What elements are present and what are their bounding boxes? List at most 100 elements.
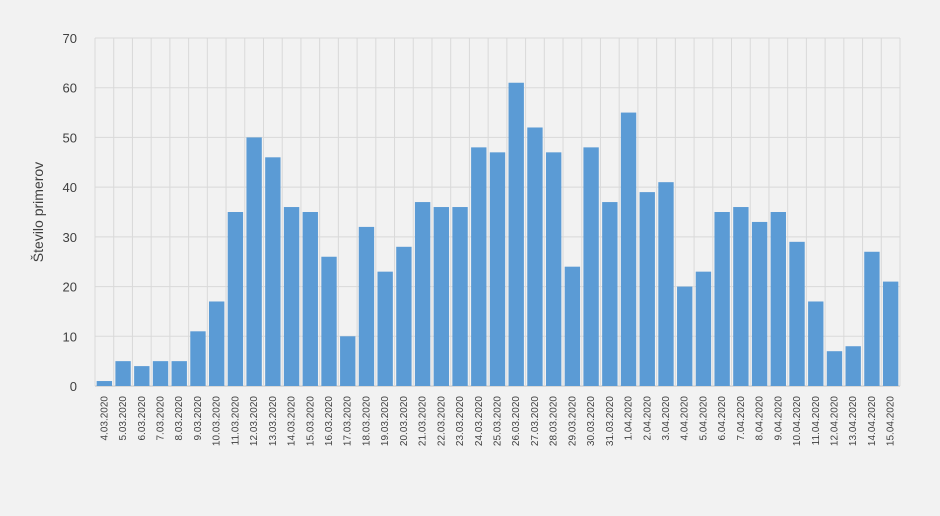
bar <box>733 207 749 386</box>
x-tick-label: 9.04.2020 <box>773 396 784 441</box>
x-tick-label: 4.04.2020 <box>680 396 691 441</box>
bar <box>171 361 187 386</box>
x-tick-label: 10.03.2020 <box>212 396 223 446</box>
y-tick-label: 40 <box>63 180 77 195</box>
x-tick-label: 12.04.2020 <box>829 396 840 446</box>
x-tick-label: 14.03.2020 <box>287 396 298 446</box>
x-tick-label: 1.04.2020 <box>624 396 635 441</box>
x-tick-label: 12.03.2020 <box>249 396 260 446</box>
bar <box>396 246 412 386</box>
bar <box>882 281 899 386</box>
bar <box>358 226 375 386</box>
bar <box>377 271 393 386</box>
x-tick-label: 11.03.2020 <box>230 396 241 446</box>
bar <box>808 301 824 386</box>
grid-lines <box>94 37 901 387</box>
bar <box>414 202 431 386</box>
x-tick-label: 18.03.2020 <box>361 396 372 446</box>
bar <box>545 152 562 386</box>
bar <box>265 157 281 386</box>
x-tick-label: 2.04.2020 <box>642 396 653 441</box>
y-tick-label: 50 <box>63 130 77 145</box>
bar <box>751 221 768 386</box>
x-tick-label: 20.03.2020 <box>399 396 410 446</box>
y-tick-label: 30 <box>63 230 77 245</box>
bar <box>227 212 244 386</box>
bar <box>864 251 880 386</box>
x-tick-label: 25.03.2020 <box>493 396 504 446</box>
bar <box>283 207 300 386</box>
bar <box>564 266 581 386</box>
bar <box>209 301 225 386</box>
bar <box>845 346 861 386</box>
bar <box>639 192 655 386</box>
bar <box>433 207 450 386</box>
x-tick-label: 24.03.2020 <box>474 396 485 446</box>
bar <box>677 286 693 386</box>
x-tick-label: 9.03.2020 <box>193 396 204 441</box>
x-tick-label: 23.03.2020 <box>455 396 466 446</box>
x-tick-label: 28.03.2020 <box>549 396 560 446</box>
bar <box>452 207 468 386</box>
x-tick-label: 15.03.2020 <box>305 396 316 446</box>
bar <box>583 147 599 386</box>
y-tick-label: 20 <box>63 280 77 295</box>
bar <box>508 82 524 386</box>
bar <box>620 112 637 387</box>
x-tick-label: 13.03.2020 <box>268 396 279 446</box>
x-tick-label: 8.04.2020 <box>755 396 766 441</box>
bar <box>471 147 487 386</box>
x-tick-label: 26.03.2020 <box>511 396 522 446</box>
x-tick-label: 14.04.2020 <box>867 396 878 446</box>
bar <box>489 152 506 386</box>
bar <box>826 351 843 386</box>
bar <box>770 212 786 386</box>
bar <box>714 212 730 386</box>
x-tick-label: 7.04.2020 <box>736 396 747 441</box>
x-tick-label: 11.04.2020 <box>811 396 822 446</box>
bar <box>115 361 131 386</box>
x-tick-label: 30.03.2020 <box>586 396 597 446</box>
x-tick-label: 5.03.2020 <box>118 396 129 441</box>
x-tick-label: 22.03.2020 <box>436 396 447 446</box>
y-tick-label: 60 <box>63 81 77 96</box>
x-tick-labels: 4.03.2020 5.03.2020 6.03.2020 7.03.2020 8.03… <box>99 396 896 446</box>
x-tick-label: 27.03.2020 <box>530 396 541 446</box>
bars <box>96 82 899 387</box>
x-tick-label: 17.03.2020 <box>343 396 354 446</box>
bar <box>695 271 712 386</box>
x-tick-label: 13.04.2020 <box>848 396 859 446</box>
x-tick-label: 15.04.2020 <box>886 396 897 446</box>
bar <box>321 256 337 386</box>
x-tick-label: 19.03.2020 <box>380 396 391 446</box>
x-tick-label: 6.03.2020 <box>137 396 148 441</box>
x-tick-label: 31.03.2020 <box>605 396 616 446</box>
x-tick-label: 5.04.2020 <box>698 396 709 441</box>
y-tick-label: 70 <box>63 31 77 46</box>
bar <box>302 212 318 386</box>
bar <box>340 336 356 386</box>
bar <box>96 381 113 386</box>
x-tick-label: 3.04.2020 <box>661 396 672 441</box>
bar <box>152 361 169 386</box>
bar <box>602 202 618 386</box>
bar <box>190 331 206 386</box>
x-tick-label: 10.04.2020 <box>792 396 803 446</box>
x-tick-label: 21.03.2020 <box>418 396 429 446</box>
x-tick-label: 16.03.2020 <box>324 396 335 446</box>
y-axis-label: Število primerov <box>30 162 46 262</box>
x-tick-label: 6.04.2020 <box>717 396 728 441</box>
y-tick-label: 10 <box>63 329 77 344</box>
x-tick-label: 4.03.2020 <box>99 396 110 441</box>
bar <box>134 366 150 386</box>
y-tick-label: 0 <box>70 379 77 394</box>
x-tick-label: 8.03.2020 <box>174 396 185 441</box>
bar <box>658 182 674 386</box>
x-tick-label: 7.03.2020 <box>156 396 167 441</box>
y-tick-labels: 0 10 20 30 40 50 60 70 <box>63 31 77 394</box>
bar <box>789 241 805 386</box>
x-tick-label: 29.03.2020 <box>567 396 578 446</box>
bar <box>527 127 543 386</box>
bar <box>246 137 262 386</box>
